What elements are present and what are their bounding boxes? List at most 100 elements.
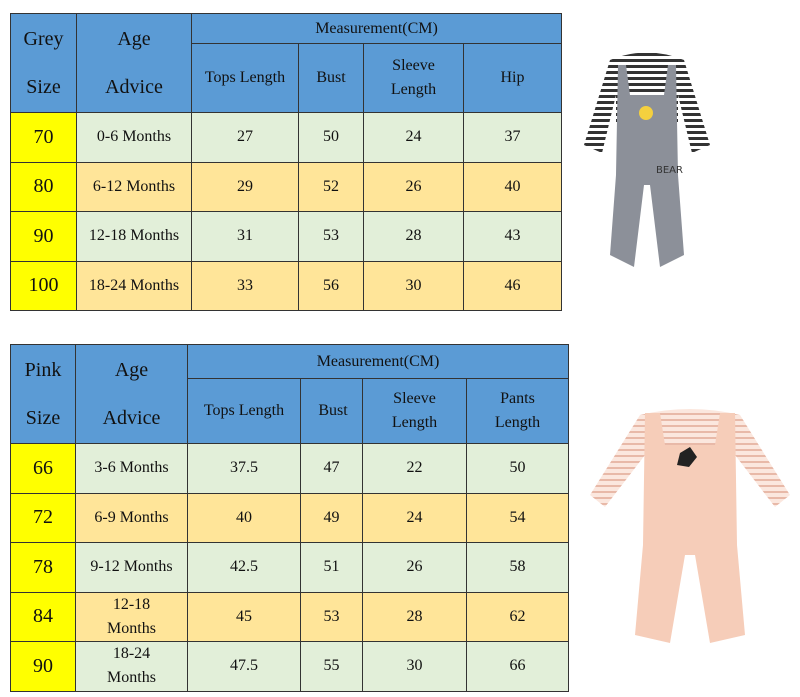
group-header: Measurement(CM) [186, 344, 570, 379]
column-header-text: Pants Length [494, 390, 541, 431]
measure-cell: 28 [363, 211, 464, 262]
measure-cell: 50 [298, 112, 364, 163]
header-row: Tops Length Bust Sleeve Length Pants Length [11, 378, 570, 444]
size-header-text: Pink Size [24, 359, 62, 429]
column-header-text: Bust [316, 69, 346, 86]
group-header: Measurement(CM) [190, 13, 563, 44]
grey-romper-image: BEAR [584, 52, 710, 267]
data-row: 66 3-6 Months 37.5 47 22 50 [10, 443, 570, 494]
size-cell: 70 [10, 112, 77, 163]
column-header: Pants Length [465, 378, 570, 444]
measure-cell: 40 [187, 492, 301, 543]
age-text: 9-12 Months [90, 558, 173, 576]
size-cell: 80 [10, 161, 77, 212]
age-header: Age Advice [76, 13, 192, 113]
header-row: Pink Size Age Advice Measurement(CM) [10, 344, 570, 444]
column-header-text: Sleeve Length [390, 57, 437, 98]
data-row: 72 6-9 Months 40 49 24 54 [10, 492, 570, 543]
measure-cell: 58 [465, 542, 570, 593]
size-header: Grey Size [10, 13, 77, 113]
measure-cell: 22 [362, 443, 467, 494]
size-table: Pink Size Age Advice Measurement(CM) Tops L… [10, 344, 570, 692]
header-row: Tops Length Bust Sleeve Length Hip [11, 43, 563, 113]
measure-cell: 51 [300, 542, 363, 593]
size-cell: 78 [10, 542, 76, 593]
column-header-text: Bust [318, 402, 348, 419]
measure-cell: 29 [191, 161, 299, 212]
age-cell: 18-24 Months [76, 260, 192, 311]
measure-cell: 42.5 [187, 542, 301, 593]
age-text: 3-6 Months [94, 459, 169, 477]
header-row: Grey Size Age Advice Measurement(CM) [10, 13, 563, 113]
measure-cell: 24 [363, 112, 464, 163]
age-cell: 6-9 Months [75, 492, 188, 543]
measure-cell: 66 [465, 641, 570, 692]
age-cell: 18-24 Months [75, 641, 188, 692]
measure-cell: 53 [300, 591, 363, 642]
pink-romper-image [590, 409, 790, 643]
measure-cell: 62 [465, 591, 570, 642]
measure-cell: 26 [362, 542, 467, 593]
age-cell: 6-12 Months [76, 161, 192, 212]
measure-cell: 49 [300, 492, 363, 543]
column-header: Bust [300, 378, 363, 444]
measure-cell: 27 [191, 112, 299, 163]
size-cell: 100 [10, 260, 77, 311]
data-row: 70 0-6 Months 27 50 24 37 [10, 112, 563, 163]
measure-cell: 45 [187, 591, 301, 642]
column-header-text: Tops Length [204, 69, 286, 86]
measure-cell: 54 [465, 492, 570, 543]
size-cell: 90 [10, 211, 77, 262]
age-text: 6-9 Months [94, 508, 169, 526]
data-row: 90 12-18 Months 31 53 28 43 [10, 211, 563, 262]
age-header-text: Age Advice [102, 359, 161, 429]
age-cell: 0-6 Months [76, 112, 192, 163]
measure-cell: 50 [465, 443, 570, 494]
measure-cell: 37.5 [187, 443, 301, 494]
age-text: 18-24 Months [107, 645, 156, 687]
data-row: 100 18-24 Months 33 56 30 46 [10, 260, 563, 311]
age-cell: 12-18 Months [76, 211, 192, 262]
size-cell: 90 [10, 641, 76, 692]
measure-cell: 52 [298, 161, 364, 212]
measure-cell: 24 [362, 492, 467, 543]
column-header: Tops Length [191, 43, 299, 113]
age-header: Age Advice [75, 344, 188, 444]
size-header: Pink Size [10, 344, 76, 444]
age-text: 12-18 Months [107, 595, 156, 637]
measure-cell: 33 [191, 260, 299, 311]
data-row: 78 9-12 Months 42.5 51 26 58 [10, 542, 570, 593]
measure-cell: 55 [300, 641, 363, 692]
measure-cell: 26 [363, 161, 464, 212]
measure-cell: 47 [300, 443, 363, 494]
measure-cell: 30 [363, 260, 464, 311]
data-row: 84 12-18 Months 45 53 28 62 [10, 591, 570, 642]
measure-cell: 30 [362, 641, 467, 692]
data-row: 90 18-24 Months 47.5 55 30 66 [10, 641, 570, 692]
size-cell: 84 [10, 591, 76, 642]
measure-cell: 56 [298, 260, 364, 311]
measure-cell: 46 [462, 260, 563, 311]
column-header-text: Tops Length [203, 402, 285, 419]
column-header: Tops Length [187, 378, 301, 444]
column-header: Hip [462, 43, 563, 113]
measure-cell: 53 [298, 211, 364, 262]
size-cell: 66 [10, 443, 76, 494]
measure-cell: 40 [462, 161, 563, 212]
column-header: Bust [298, 43, 364, 113]
age-cell: 9-12 Months [75, 542, 188, 593]
measure-cell: 43 [462, 211, 563, 262]
age-header-text: Age Advice [105, 28, 163, 98]
column-header: Sleeve Length [362, 378, 467, 444]
column-header-text: Hip [500, 69, 525, 86]
size-cell: 72 [10, 492, 76, 543]
print: BEAR [656, 165, 683, 176]
measure-cell: 37 [462, 112, 563, 163]
column-header-text: Sleeve Length [391, 390, 438, 431]
age-cell: 12-18 Months [75, 591, 188, 642]
measure-cell: 47.5 [187, 641, 301, 692]
size-header-text: Grey Size [23, 28, 64, 98]
age-cell: 3-6 Months [75, 443, 188, 494]
measure-cell: 28 [362, 591, 467, 642]
